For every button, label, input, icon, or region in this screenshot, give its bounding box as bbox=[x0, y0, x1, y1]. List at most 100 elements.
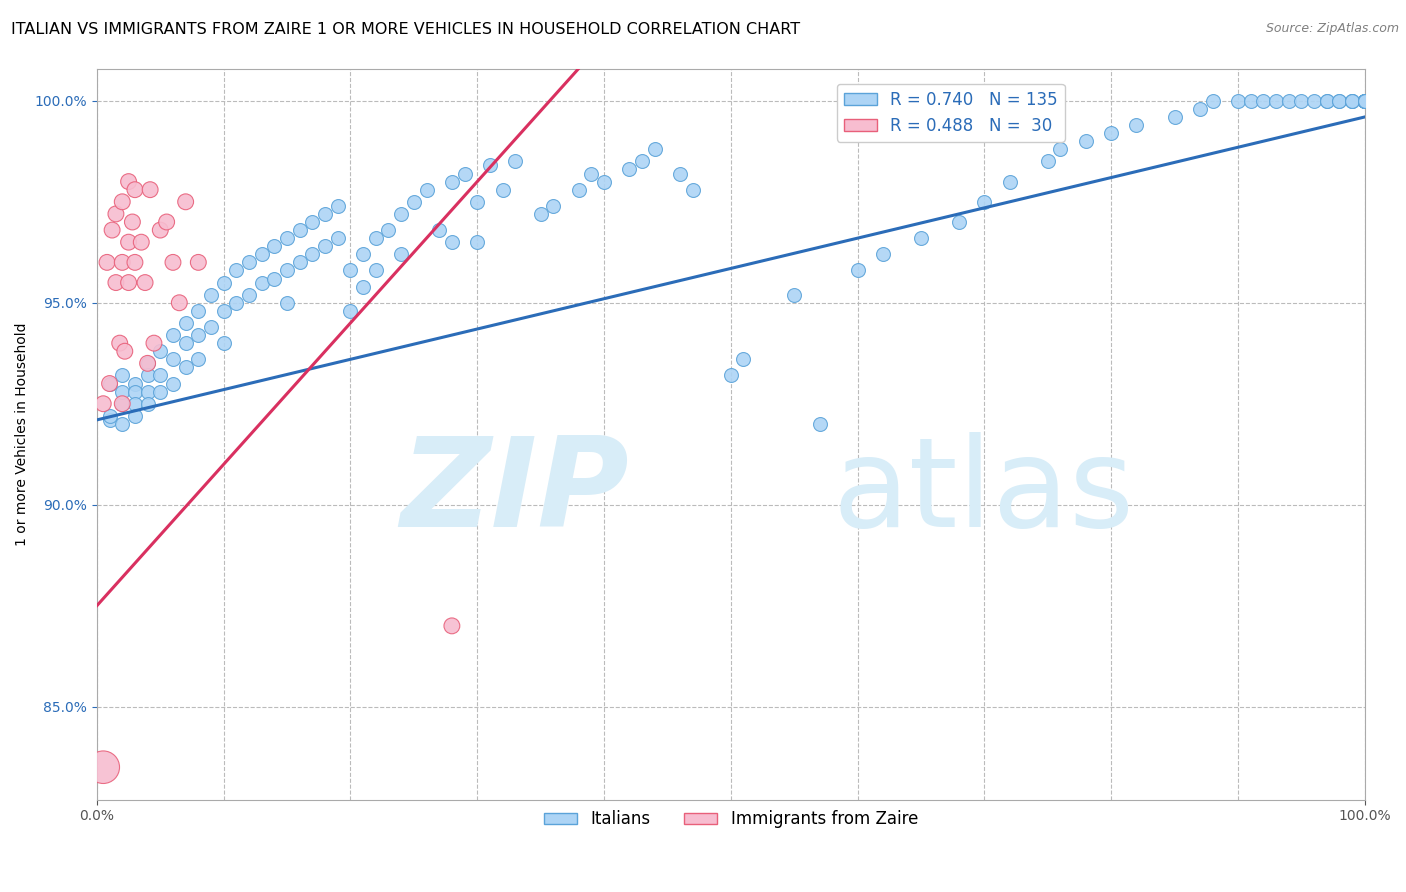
Point bbox=[200, 287, 222, 301]
Point bbox=[910, 231, 932, 245]
Point bbox=[108, 336, 131, 351]
Point bbox=[288, 223, 311, 237]
Point bbox=[1354, 94, 1376, 108]
Point bbox=[491, 183, 513, 197]
Point bbox=[364, 231, 387, 245]
Point bbox=[124, 397, 146, 411]
Point bbox=[136, 384, 159, 399]
Point bbox=[149, 368, 172, 383]
Point bbox=[1354, 94, 1376, 108]
Text: ITALIAN VS IMMIGRANTS FROM ZAIRE 1 OR MORE VEHICLES IN HOUSEHOLD CORRELATION CHA: ITALIAN VS IMMIGRANTS FROM ZAIRE 1 OR MO… bbox=[11, 22, 800, 37]
Point bbox=[124, 255, 146, 269]
Point bbox=[872, 247, 894, 261]
Point bbox=[225, 295, 247, 310]
Point bbox=[250, 276, 273, 290]
Point bbox=[682, 183, 704, 197]
Point bbox=[1354, 94, 1376, 108]
Point bbox=[1316, 94, 1339, 108]
Legend: Italians, Immigrants from Zaire: Italians, Immigrants from Zaire bbox=[537, 804, 925, 835]
Point bbox=[1354, 94, 1376, 108]
Point bbox=[1354, 94, 1376, 108]
Point bbox=[139, 183, 162, 197]
Point bbox=[808, 417, 831, 431]
Point bbox=[276, 263, 298, 277]
Point bbox=[581, 167, 603, 181]
Point bbox=[288, 255, 311, 269]
Point bbox=[377, 223, 399, 237]
Point bbox=[440, 175, 463, 189]
Point bbox=[973, 194, 995, 209]
Point bbox=[91, 760, 114, 774]
Point bbox=[530, 207, 553, 221]
Point bbox=[136, 356, 159, 370]
Point bbox=[149, 384, 172, 399]
Point bbox=[1049, 142, 1071, 156]
Point bbox=[212, 336, 235, 351]
Point bbox=[238, 255, 260, 269]
Point bbox=[162, 328, 184, 343]
Point bbox=[631, 154, 654, 169]
Point bbox=[117, 175, 139, 189]
Point bbox=[114, 344, 136, 359]
Point bbox=[162, 352, 184, 367]
Point bbox=[98, 376, 121, 391]
Point bbox=[364, 263, 387, 277]
Point bbox=[339, 263, 361, 277]
Point bbox=[846, 263, 869, 277]
Point bbox=[440, 235, 463, 250]
Point bbox=[98, 376, 121, 391]
Point bbox=[263, 271, 285, 285]
Point bbox=[326, 199, 349, 213]
Point bbox=[733, 352, 755, 367]
Point bbox=[101, 223, 124, 237]
Point bbox=[453, 167, 475, 181]
Point bbox=[1329, 94, 1351, 108]
Text: Source: ZipAtlas.com: Source: ZipAtlas.com bbox=[1265, 22, 1399, 36]
Point bbox=[568, 183, 591, 197]
Point bbox=[301, 215, 323, 229]
Point bbox=[162, 255, 184, 269]
Point bbox=[1226, 94, 1249, 108]
Point bbox=[149, 223, 172, 237]
Point bbox=[142, 336, 165, 351]
Point bbox=[276, 295, 298, 310]
Point bbox=[238, 287, 260, 301]
Point bbox=[212, 276, 235, 290]
Point bbox=[1354, 94, 1376, 108]
Point bbox=[301, 247, 323, 261]
Point bbox=[111, 397, 134, 411]
Point bbox=[1354, 94, 1376, 108]
Point bbox=[134, 276, 156, 290]
Point bbox=[1354, 94, 1376, 108]
Point bbox=[1278, 94, 1301, 108]
Point bbox=[593, 175, 616, 189]
Point bbox=[1354, 94, 1376, 108]
Point bbox=[212, 303, 235, 318]
Text: ZIP: ZIP bbox=[401, 432, 630, 553]
Point bbox=[352, 247, 374, 261]
Point bbox=[619, 162, 641, 177]
Point bbox=[111, 384, 134, 399]
Point bbox=[1316, 94, 1339, 108]
Point bbox=[187, 328, 209, 343]
Point bbox=[1354, 94, 1376, 108]
Point bbox=[314, 239, 336, 253]
Y-axis label: 1 or more Vehicles in Household: 1 or more Vehicles in Household bbox=[15, 322, 30, 546]
Point bbox=[136, 397, 159, 411]
Point bbox=[1239, 94, 1261, 108]
Point bbox=[427, 223, 450, 237]
Point bbox=[314, 207, 336, 221]
Point bbox=[402, 194, 425, 209]
Point bbox=[96, 255, 118, 269]
Point bbox=[1354, 94, 1376, 108]
Point bbox=[644, 142, 666, 156]
Point bbox=[669, 167, 692, 181]
Point bbox=[187, 303, 209, 318]
Point bbox=[1354, 94, 1376, 108]
Point bbox=[111, 368, 134, 383]
Point bbox=[1251, 94, 1274, 108]
Point bbox=[1354, 94, 1376, 108]
Point bbox=[1163, 110, 1185, 124]
Point bbox=[111, 255, 134, 269]
Point bbox=[1354, 94, 1376, 108]
